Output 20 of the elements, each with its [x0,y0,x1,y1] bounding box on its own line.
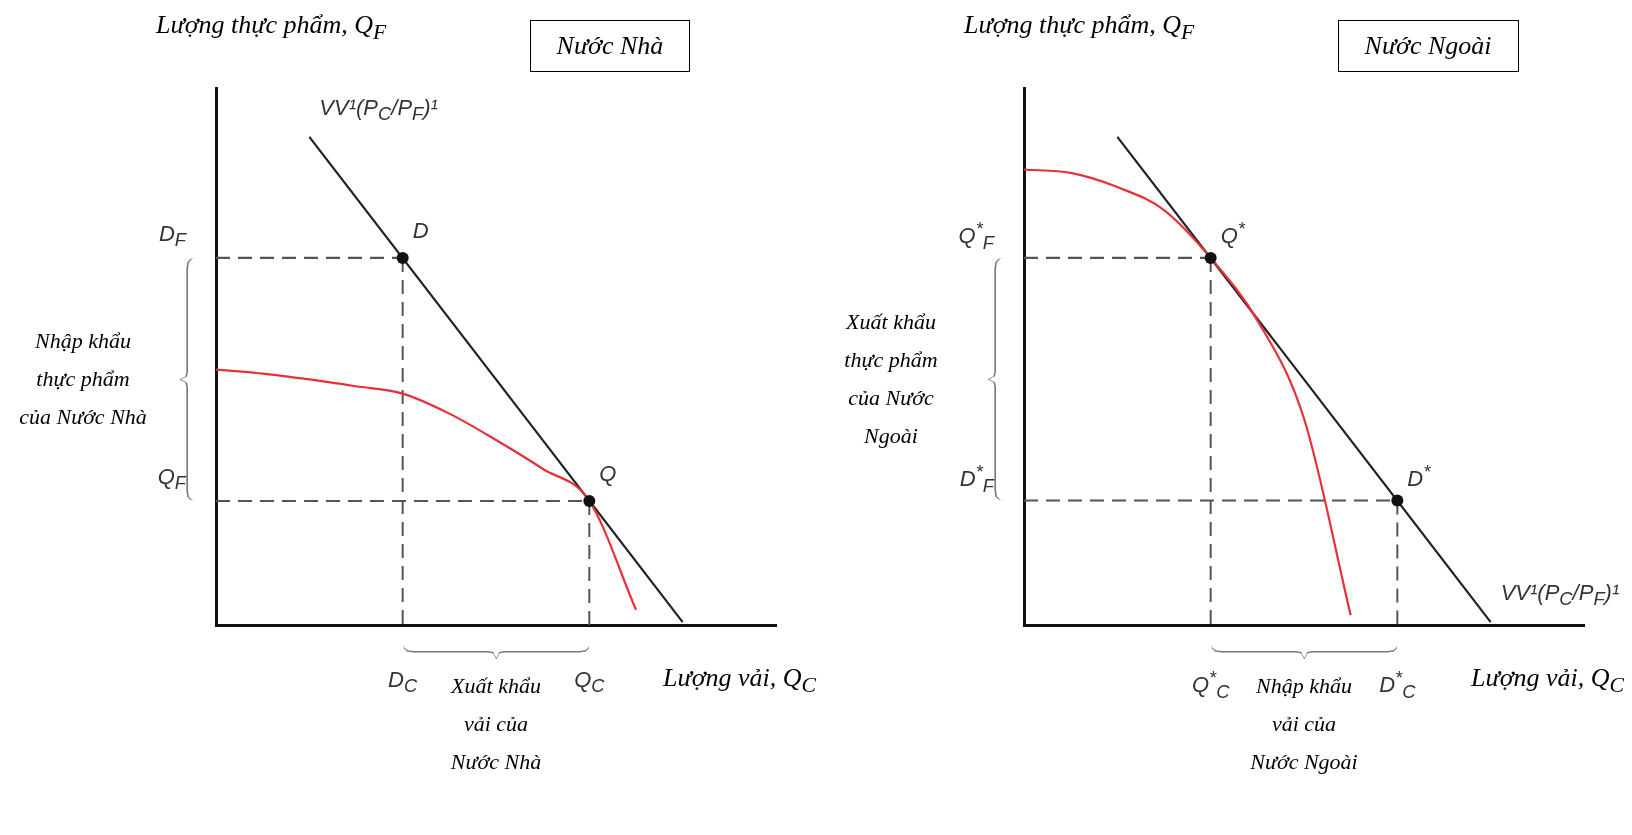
x-axis-title: Lượng vải, Q$_{C}$ [1470,663,1624,699]
text: D$_{F}$ [158,220,186,252]
text: Xuất khẩu vải của Nước Nhà [449,672,543,776]
text: Nhập khẩu vải của Nước Ngoài [1249,672,1359,776]
series-label: VV¹(P$_{C}$/P$_{F}$)¹ [1500,580,1620,611]
text: Q$_{F}$ [157,463,186,495]
text: Xuất khẩu thực phẩm của Nước Ngoài [843,308,939,451]
chart-title: Nước Ngoài [1337,20,1519,72]
y-axis-title: Lượng thực phẩm, Q$_{F}$ [156,10,387,46]
x-tick-label: D$_{C}$ [388,667,418,698]
annotation: D [412,217,429,244]
x-tick-label: Q$_{C}$ [574,667,605,698]
series-label: VV¹(P$_{C}$/P$_{F}$)¹ [319,94,438,126]
annotation: Q [599,461,617,487]
y-axis-title: Lượng thực phẩm, Q$_{F}$ [964,10,1195,46]
x-axis-title: Lượng vải, Q$_{C}$ [662,663,816,699]
text: Nhập khẩu thực phẩm của Nước Nhà [18,327,148,432]
annotation: Q$^{*}$ [1220,217,1245,250]
chart-title: Nước Nhà [529,20,691,72]
annotation: D$^{*}$ [1407,460,1431,492]
